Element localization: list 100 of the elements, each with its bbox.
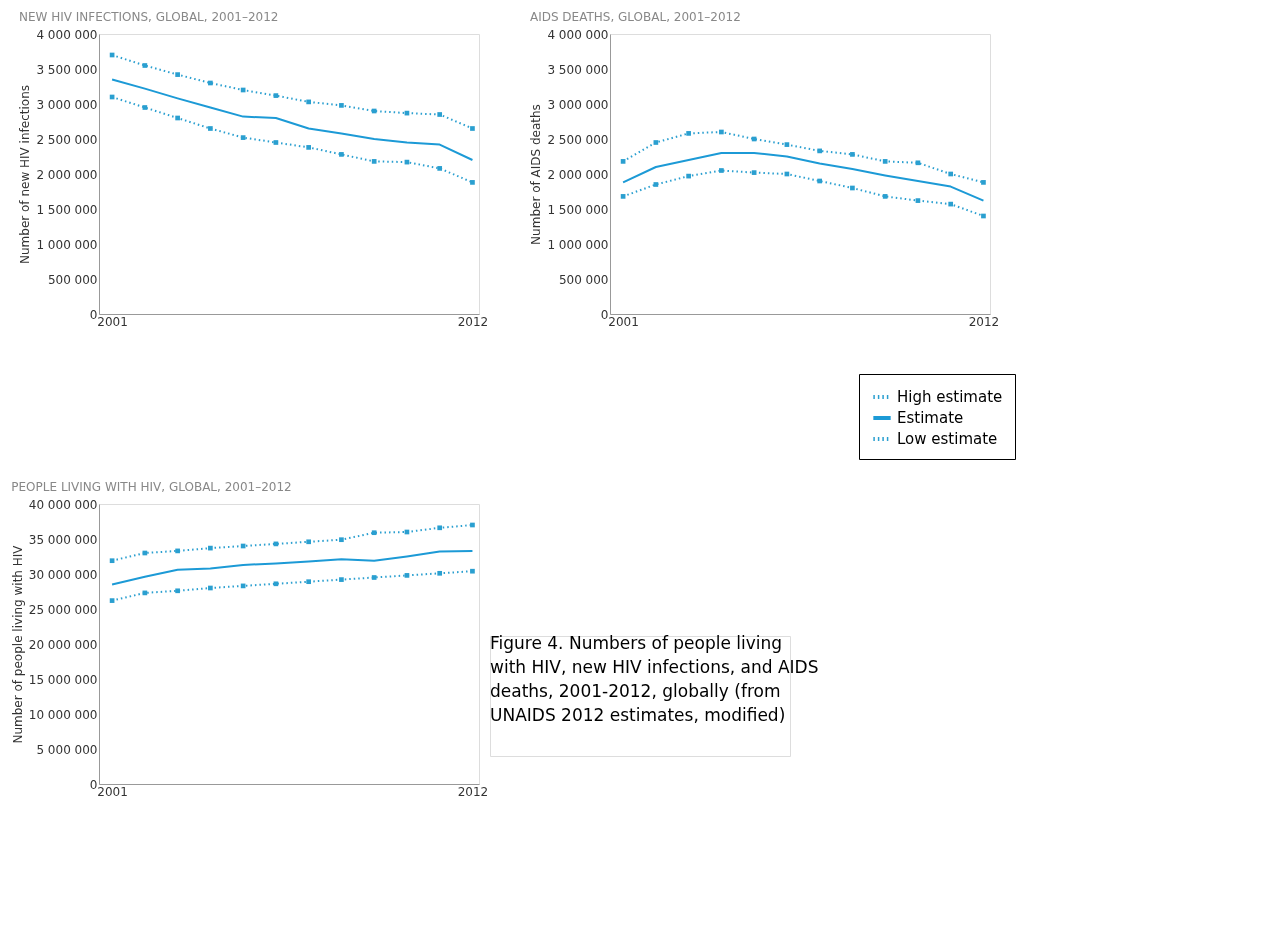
y-tick-label: 1 000 000 [547, 237, 609, 252]
point [273, 93, 279, 98]
y-tick-label: 30 000 000 [28, 567, 98, 582]
point [208, 80, 213, 86]
point [339, 152, 344, 157]
point [208, 545, 213, 551]
y-tick-label: 25 000 000 [28, 602, 98, 617]
y-tick-label: 3 000 000 [36, 97, 98, 112]
point [437, 166, 443, 171]
point [339, 577, 344, 582]
point [240, 135, 246, 140]
point [306, 145, 311, 150]
point [948, 171, 954, 177]
point [306, 99, 311, 105]
point [208, 126, 213, 131]
point [371, 530, 377, 536]
point [470, 180, 475, 185]
y-tick-label: 10 000 000 [28, 707, 98, 722]
point [948, 201, 954, 207]
y-tick-label: 5 000 000 [36, 742, 98, 757]
point [109, 598, 115, 603]
y-tick-label: 1 500 000 [36, 202, 98, 217]
x-tick-label: 2001 [97, 314, 128, 329]
point [175, 588, 180, 594]
point [437, 570, 443, 576]
point [208, 585, 213, 591]
point [719, 168, 724, 173]
point [850, 185, 855, 191]
point [915, 160, 921, 166]
x-tick-label: 2001 [608, 314, 639, 329]
caption: Figure 4. Numbers of people living with HIV, new HIV infections, and AIDS deaths, 2001-2012, globally (from UNAIDS 2012 estimates, modified) [490, 633, 819, 725]
y-tick-label: 3 000 000 [547, 97, 609, 112]
chart-title: AIDS DEATHS, GLOBAL, 2001–2012 [529, 10, 741, 24]
line-series [111, 78, 474, 161]
x-tick-label: 2012 [968, 314, 1000, 329]
legend-label: Estimate [897, 409, 964, 427]
y-tick-label: 20 000 000 [28, 637, 98, 652]
point [339, 537, 344, 543]
y-tick-label: 500 000 [558, 272, 609, 287]
y-tick-label: 2 500 000 [547, 132, 609, 147]
y-axis-title: Number of AIDS deaths [529, 104, 544, 245]
point [306, 579, 311, 585]
point [686, 131, 691, 136]
chart-title: NEW HIV INFECTIONS, GLOBAL, 2001–2012 [18, 10, 279, 24]
y-tick-label: 1 500 000 [547, 202, 609, 217]
point [915, 198, 921, 203]
line-series [111, 549, 474, 586]
point [751, 170, 757, 175]
point [142, 105, 148, 110]
y-tick-label: 0 [89, 307, 98, 322]
y-tick-label: 500 000 [47, 272, 98, 287]
y-tick-label: 1 000 000 [36, 237, 98, 252]
point [175, 72, 180, 77]
y-tick-label: 4 000 000 [36, 27, 98, 42]
point [470, 568, 475, 574]
y-tick-label: 3 500 000 [36, 62, 98, 77]
point [882, 194, 888, 199]
x-tick-label: 2012 [457, 784, 489, 799]
point [653, 140, 659, 145]
point [817, 148, 822, 154]
point [175, 548, 180, 554]
y-tick-label: 2 000 000 [547, 167, 609, 182]
y-tick-label: 2 000 000 [36, 167, 98, 182]
point [653, 182, 659, 187]
point [981, 213, 986, 219]
y-tick-label: 2 500 000 [36, 132, 98, 147]
y-tick-label: 15 000 000 [28, 672, 98, 687]
point [437, 112, 443, 117]
point [404, 573, 410, 578]
point [620, 194, 626, 199]
y-tick-label: 0 [89, 777, 98, 792]
point [981, 180, 986, 185]
y-tick-label: 3 500 000 [547, 62, 609, 77]
point [175, 115, 180, 121]
point [850, 152, 855, 157]
point [437, 525, 443, 531]
y-tick-label: 4 000 000 [547, 27, 609, 42]
point [306, 539, 311, 545]
y-axis-title: Number of people living with HIV [10, 544, 25, 744]
point [339, 103, 344, 108]
point [371, 108, 377, 114]
legend-label: High estimate [897, 388, 1003, 406]
chart-title: PEOPLE LIVING WITH HIV, GLOBAL, 2001–2012 [11, 480, 292, 494]
point [273, 140, 279, 145]
point [142, 63, 148, 68]
point [371, 575, 377, 580]
x-tick-label: 2001 [97, 784, 128, 799]
x-tick-label: 2012 [457, 314, 489, 329]
point [371, 159, 377, 164]
point [470, 126, 475, 131]
y-tick-label: 40 000 000 [28, 497, 98, 512]
point [882, 159, 888, 164]
y-axis-title: Number of new HIV infections [18, 85, 33, 264]
point [273, 581, 279, 587]
point [719, 129, 724, 135]
point [686, 173, 691, 179]
y-tick-label: 35 000 000 [28, 532, 98, 547]
y-tick-label: 0 [600, 307, 609, 322]
point [784, 142, 790, 147]
legend-label: Low estimate [897, 430, 998, 448]
